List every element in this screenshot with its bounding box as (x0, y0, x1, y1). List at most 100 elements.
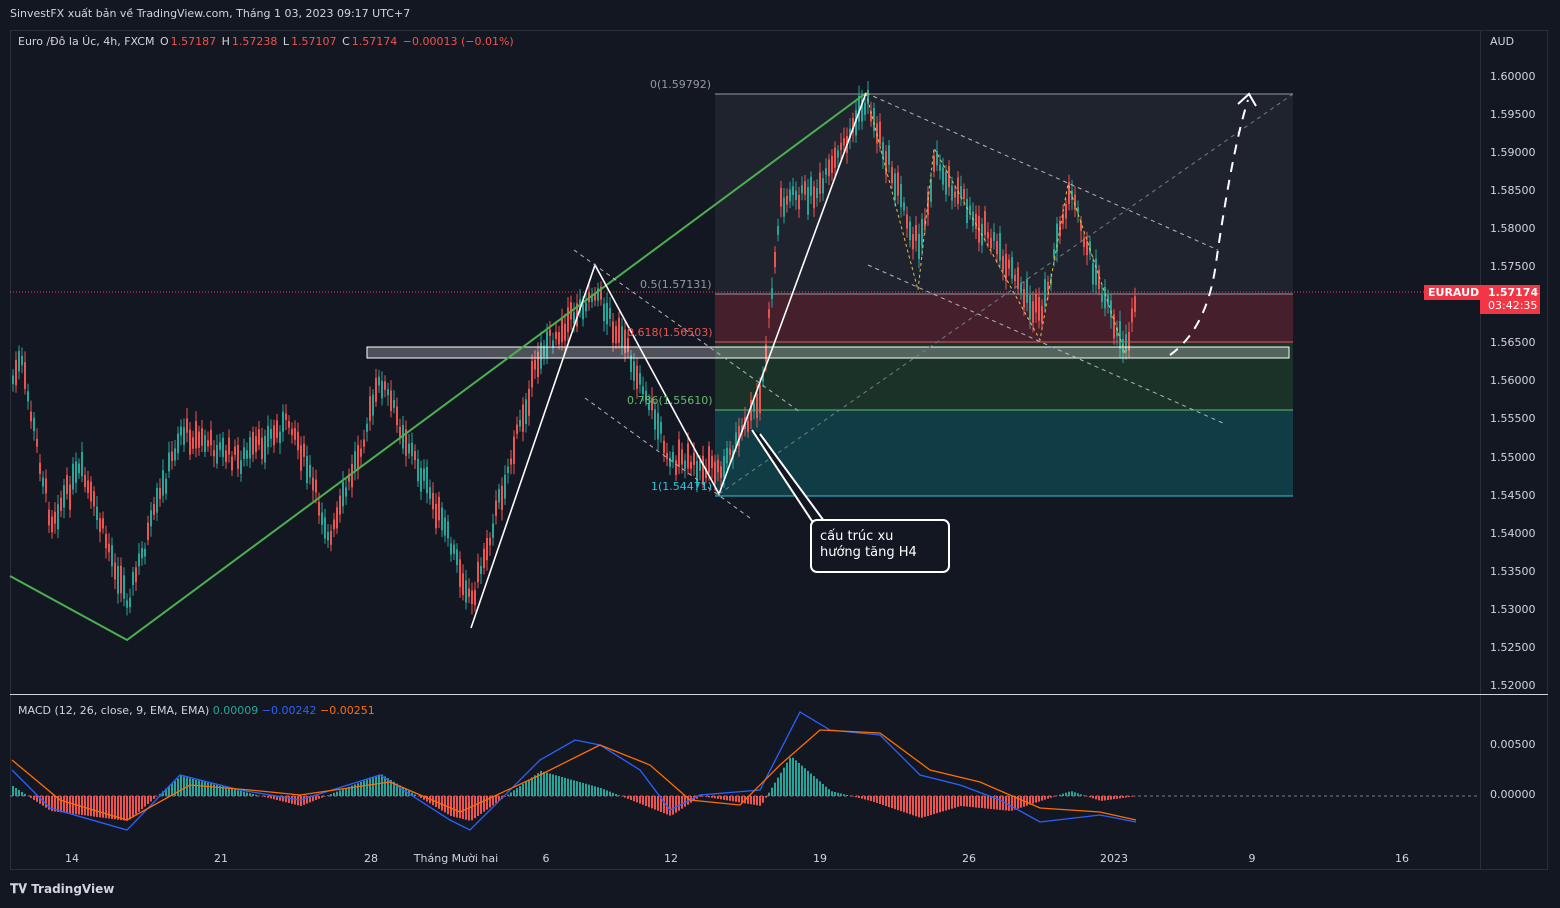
candle-body (57, 504, 59, 530)
fib-label-1: 1(1.54471) (651, 480, 713, 493)
annotation-callout[interactable]: cấu trúc xu hướng tăng H4 (810, 519, 950, 573)
candle-body (1032, 301, 1034, 323)
candle-body (801, 185, 803, 194)
candle-body (993, 232, 995, 241)
macd-histogram-bar (948, 796, 950, 810)
candle-body (36, 438, 38, 447)
candle-body (837, 150, 839, 158)
macd-histogram-bar (90, 796, 92, 817)
macd-histogram-bar (819, 781, 821, 796)
macd-histogram-bar (882, 796, 884, 806)
l-value: 1.57107 (291, 35, 337, 48)
macd-histogram-bar (600, 788, 602, 796)
macd-histogram-bar (135, 796, 137, 815)
macd-histogram-bar (384, 776, 386, 796)
candle-body (762, 373, 764, 382)
macd-histogram-bar (1098, 796, 1100, 801)
macd-histogram-bar (861, 796, 863, 799)
macd-histogram-bar (303, 796, 305, 805)
symbol-legend[interactable]: Euro /Đô la Úc, 4h, FXCM O 1.57187 H 1.572… (18, 35, 516, 48)
candle-body (501, 485, 503, 510)
macd-histogram-bar (957, 796, 959, 807)
drawings (9, 92, 1294, 642)
macd-histogram-bar (996, 796, 998, 810)
macd-histogram-bar (1068, 791, 1070, 796)
candle-body (21, 355, 23, 366)
candle-body (984, 210, 986, 236)
macd-histogram-bar (729, 796, 731, 801)
macd-tick: 0.00500 (1490, 738, 1536, 751)
candle-body (708, 446, 710, 473)
candle-body (366, 423, 368, 432)
macd-histogram-bar (411, 792, 413, 796)
macd-histogram-bar (585, 783, 587, 796)
pane-separator[interactable] (10, 694, 1548, 695)
macd-histogram-bar (393, 781, 395, 796)
macd-histogram-bar (840, 793, 842, 796)
macd-histogram-bar (630, 796, 632, 800)
candle-body (534, 359, 536, 370)
o-value: 1.57187 (170, 35, 217, 48)
macd-line-value: −0.00242 (261, 704, 317, 717)
candle-body (306, 455, 308, 484)
candle-body (165, 478, 167, 494)
macd-histogram-bar (192, 779, 194, 796)
price-tick: 1.55000 (1490, 450, 1536, 464)
macd-histogram-bar (714, 796, 716, 799)
candle-body (84, 474, 86, 488)
candle-body (939, 164, 941, 171)
macd-legend[interactable]: MACD (12, 26, close, 9, EMA, EMA) 0.0000… (18, 704, 375, 717)
macd-histogram-bar (333, 792, 335, 796)
candle-body (375, 377, 377, 402)
macd-histogram-bar (945, 796, 947, 811)
macd-histogram-bar (852, 796, 854, 797)
macd-histogram-bar (1020, 796, 1022, 808)
candle-body (1020, 283, 1022, 293)
macd-histogram-bar (588, 784, 590, 796)
macd-histogram-bar (360, 782, 362, 796)
time-tick: 14 (65, 852, 79, 865)
macd-histogram-bar (294, 796, 296, 805)
candle-body (498, 488, 500, 503)
candle-body (843, 138, 845, 146)
candle-body (1104, 287, 1106, 309)
macd-histogram-bar (123, 796, 125, 821)
macd-tick: 0.00000 (1490, 788, 1536, 801)
candle-body (1065, 204, 1067, 219)
macd-histogram-bar (642, 796, 644, 805)
candle-body (621, 326, 623, 347)
candle-body (933, 156, 935, 172)
macd-histogram-bar (750, 796, 752, 805)
macd-histogram-bar (87, 796, 89, 816)
macd-histogram-bar (399, 785, 401, 796)
candle-body (54, 511, 56, 524)
tradingview-logo[interactable]: 𝐓𝐕 TradingView (10, 882, 114, 897)
tv-logo-icon: 𝐓𝐕 (10, 882, 27, 897)
macd-histogram-bar (672, 796, 674, 815)
candle-body (141, 548, 143, 559)
macd-histogram-bar (825, 786, 827, 796)
candle-body (891, 167, 893, 184)
candle-body (1128, 331, 1130, 351)
candle-body (186, 418, 188, 433)
macd-histogram-bar (1050, 796, 1052, 798)
time-tick: 28 (364, 852, 378, 865)
macd-histogram-bar (237, 790, 239, 796)
candle-body (663, 440, 665, 454)
macd-histogram-bar (921, 796, 923, 818)
candle-body (798, 195, 800, 210)
macd-histogram-bar (420, 796, 422, 798)
macd-histogram-bar (762, 796, 764, 803)
candle-body (204, 435, 206, 452)
candle-body (882, 142, 884, 159)
macd-histogram-bar (960, 796, 962, 806)
candle-body (684, 460, 686, 470)
macd-histogram-bar (813, 776, 815, 796)
current-price-value: 1.57174 (1488, 286, 1539, 299)
macd-histogram-bar (528, 779, 530, 796)
price-tick: 1.58000 (1490, 222, 1536, 236)
candle-body (753, 402, 755, 412)
candle-body (75, 461, 77, 483)
candle-body (486, 537, 488, 561)
